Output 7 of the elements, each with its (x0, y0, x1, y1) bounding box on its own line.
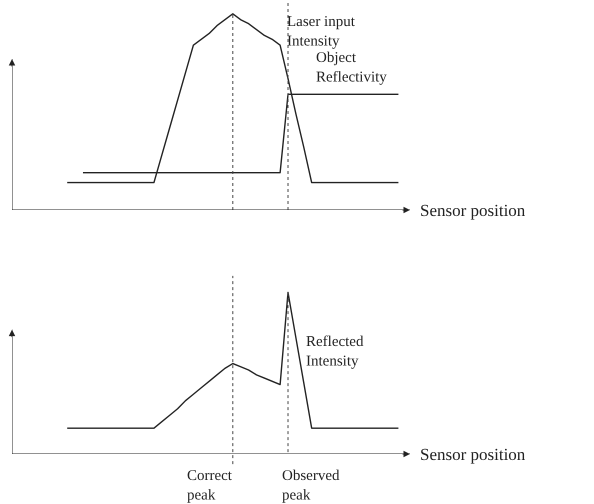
x-axis-title: Sensor position (420, 201, 526, 220)
series-label: Reflected Intensity (306, 334, 364, 370)
text: Correct peak (187, 468, 233, 504)
series-label: Laser input Intensity (287, 14, 356, 50)
text: Observed peak (282, 468, 340, 504)
x-axis-title: Sensor position (420, 445, 526, 464)
series-label: Object Reflectivity (316, 50, 388, 86)
